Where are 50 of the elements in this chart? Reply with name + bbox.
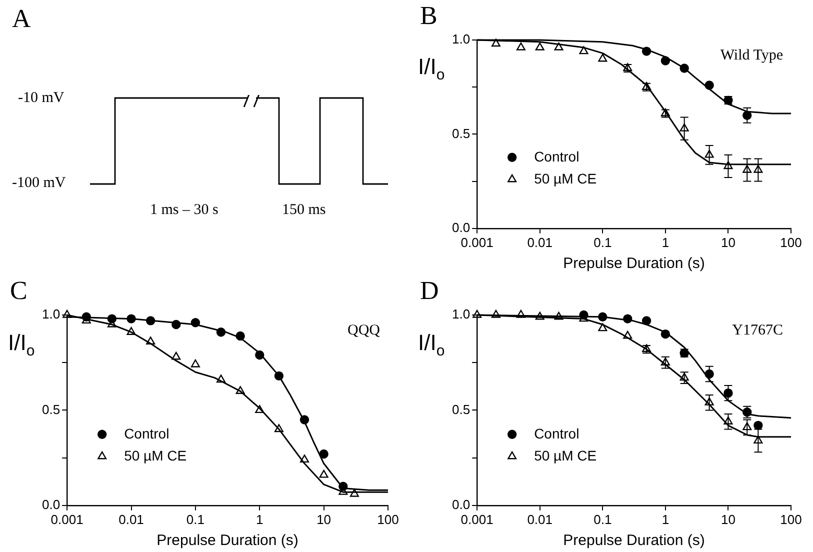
y-tick-label: 0.5 bbox=[42, 402, 60, 417]
x-tick-label: 1 bbox=[256, 512, 264, 527]
y-tick-label: 1.0 bbox=[452, 306, 470, 322]
y-tick-label: 1.0 bbox=[452, 32, 470, 47]
x-tick-label: 0.1 bbox=[594, 512, 612, 527]
x-tick-label: 0.01 bbox=[527, 512, 553, 527]
text: -100 mV bbox=[12, 175, 66, 192]
x-tick-label: 0.001 bbox=[50, 512, 84, 527]
legend-label: Control bbox=[534, 148, 580, 164]
x-tick-label: 10 bbox=[316, 512, 332, 527]
y-axis-title: I/I$_{o}$ bbox=[418, 54, 445, 84]
annotation: Y1767C bbox=[732, 322, 783, 338]
legend-label: 50 µM CE bbox=[124, 447, 187, 464]
legend-label: 50 µM CE bbox=[534, 170, 597, 186]
text: 150 ms bbox=[282, 202, 326, 219]
text: -10 mV bbox=[18, 90, 64, 107]
legend-label: 50 µM CE bbox=[534, 447, 597, 464]
x-tick-label: 1 bbox=[662, 234, 670, 250]
legend-label: Control bbox=[534, 425, 580, 442]
annotation: Wild Type bbox=[720, 47, 784, 64]
x-tick-label: 0.001 bbox=[460, 234, 494, 250]
y-axis-title: I/I$_{o}$ bbox=[8, 330, 35, 360]
x-axis-title: Prepulse Duration (s) bbox=[563, 532, 705, 550]
chart-title: D bbox=[420, 276, 439, 305]
y-tick-label: 0.5 bbox=[452, 126, 470, 141]
x-tick-label: 0.01 bbox=[118, 512, 144, 527]
text: A bbox=[12, 4, 31, 34]
x-tick-label: 10 bbox=[720, 234, 736, 250]
y-tick-label: 0.0 bbox=[452, 220, 470, 235]
y-axis-title: I/I$_{o}$ bbox=[418, 330, 445, 360]
annotation: QQQ bbox=[348, 322, 380, 338]
x-tick-label: 0.1 bbox=[186, 512, 204, 527]
y-tick-label: 0.0 bbox=[452, 496, 470, 512]
x-tick-label: 100 bbox=[780, 512, 802, 527]
x-tick-label: 1 bbox=[662, 512, 670, 527]
x-tick-label: 100 bbox=[377, 512, 399, 527]
chart-title: B bbox=[420, 0, 438, 30]
x-tick-label: 100 bbox=[780, 234, 802, 250]
y-tick-label: 1.0 bbox=[42, 306, 60, 322]
x-tick-label: 10 bbox=[720, 512, 736, 527]
y-tick-label: 0.5 bbox=[452, 402, 470, 417]
x-axis-title: Prepulse Duration (s) bbox=[563, 255, 705, 272]
x-tick-label: 0.1 bbox=[594, 234, 612, 250]
x-tick-label: 0.001 bbox=[460, 512, 494, 527]
x-axis-title: Prepulse Duration (s) bbox=[156, 532, 298, 550]
text: 1 ms – 30 s bbox=[150, 202, 218, 219]
x-tick-label: 0.01 bbox=[527, 234, 553, 250]
y-tick-label: 0.0 bbox=[42, 496, 60, 512]
chart-title: C bbox=[10, 276, 28, 305]
legend-label: Control bbox=[124, 425, 170, 442]
